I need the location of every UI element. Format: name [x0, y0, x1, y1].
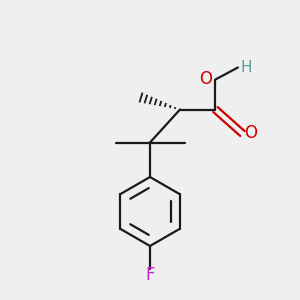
Text: O: O: [200, 70, 212, 88]
Text: H: H: [241, 60, 252, 75]
Text: O: O: [244, 124, 257, 142]
Text: F: F: [145, 266, 155, 284]
